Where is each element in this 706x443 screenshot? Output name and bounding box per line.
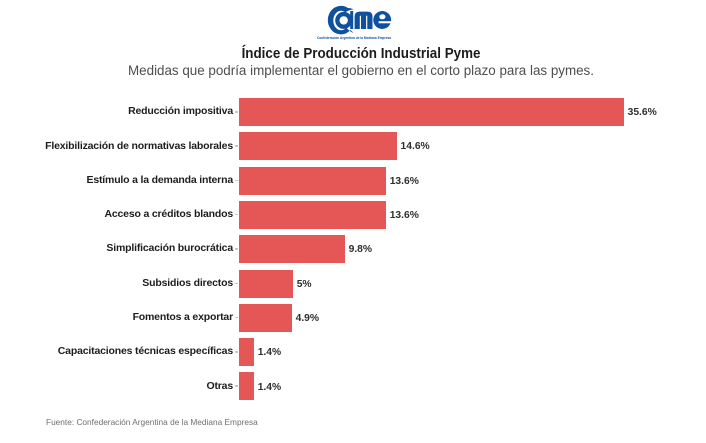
svg-text:Confederación Argentina de la: Confederación Argentina de la Mediana Em… <box>317 36 391 40</box>
